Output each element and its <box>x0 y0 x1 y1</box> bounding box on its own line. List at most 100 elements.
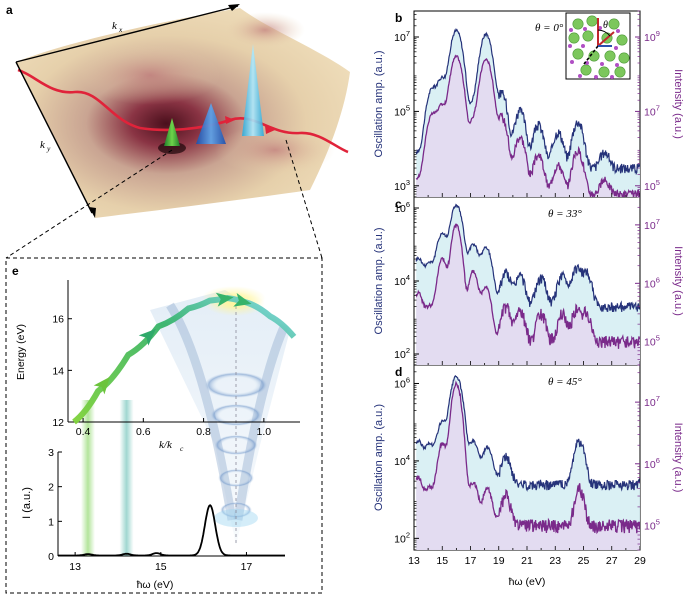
surface-bump <box>225 12 305 48</box>
x-tick-label: 15 <box>436 555 448 567</box>
k-tick-label: 0.8 <box>196 426 211 438</box>
amplitude-axis-label-d: Oscillation amp. (a.u.) <box>373 404 385 511</box>
intensity-line-d <box>415 380 640 535</box>
inset-theta: θ <box>603 20 608 31</box>
panel-label-a: a <box>6 3 13 17</box>
lattice-atom-small <box>594 75 598 79</box>
intensity-tick-label: 1 <box>48 516 54 528</box>
cyan-wavepacket-cone <box>242 44 264 136</box>
left-tick-label-c: 102 <box>394 346 410 361</box>
lattice-atom-large <box>568 32 580 44</box>
lattice-atom-small <box>614 46 618 50</box>
right-tick-exponent-b: 7 <box>656 103 660 112</box>
amplitude-line-c <box>415 203 640 313</box>
intensity-axis-label-d: Intensity (a.u.) <box>672 423 684 493</box>
lattice-atom-large <box>572 18 584 30</box>
dispersion-arrow <box>93 376 110 395</box>
amplitude-axis-label-b: Oscillation amp. (a.u.) <box>373 51 385 158</box>
lattice-atom-small <box>583 27 587 31</box>
amplitude-line-b <box>415 27 640 176</box>
left-tick-label-c: 104 <box>394 273 410 288</box>
right-tick-label-c: 105 <box>644 334 660 349</box>
right-tick-exponent-d: 5 <box>656 517 660 526</box>
lattice-atom-large <box>616 34 628 46</box>
photon-tick-label: 17 <box>241 561 253 573</box>
lattice-atom-small <box>616 29 620 33</box>
energy-tick-label: 12 <box>52 417 64 429</box>
k-axis-label: k/k c <box>159 439 184 453</box>
lattice-atom-large <box>604 50 616 62</box>
dispersion-arrow <box>215 292 234 307</box>
left-tick-exponent-b: 5 <box>406 103 410 112</box>
panel-label-b: b <box>395 11 402 25</box>
lattice-atom-small <box>610 75 614 79</box>
right-tick-label-d: 105 <box>644 517 660 532</box>
electron-trajectory <box>17 68 349 154</box>
spectrum-d <box>415 375 640 550</box>
left-tick-label-b: 103 <box>394 178 410 193</box>
ky-axis: k y <box>15 61 96 218</box>
k-tick-label: 0.4 <box>76 426 91 438</box>
energy-tick-label: 16 <box>52 314 64 326</box>
left-tick-exponent-d: 2 <box>406 530 410 539</box>
lattice-atom-large <box>580 64 592 76</box>
photon-energy-label: ħω (eV) <box>509 576 546 588</box>
left-tick-exponent-b: 3 <box>406 178 410 187</box>
x-tick-label: 17 <box>465 555 477 567</box>
angle-annotation-c: θ = 33° <box>548 208 582 220</box>
panel-a: a k x k y <box>5 3 350 259</box>
kx-axis: k x <box>15 4 240 63</box>
lattice-atom-small <box>581 44 585 48</box>
x-tick-label: 27 <box>606 555 618 567</box>
x-tick-label: 25 <box>578 555 590 567</box>
ky-label: k <box>40 139 46 151</box>
lattice-atom-large <box>582 30 594 42</box>
crystal-lattice-inset: θ <box>565 12 631 80</box>
x-tick-label: 19 <box>493 555 505 567</box>
k-tick-label: 0.6 <box>136 426 151 438</box>
zoom-box <box>5 257 323 594</box>
x-tick-label: 13 <box>408 555 420 567</box>
intensity-spectrum <box>58 504 285 557</box>
left-tick-exponent-c: 4 <box>406 273 410 282</box>
blue-wavepacket-cone <box>196 103 226 144</box>
lattice-atom-large <box>572 48 584 60</box>
surface-bump <box>80 45 220 105</box>
potential-surface <box>16 8 350 218</box>
spectrum-b <box>415 27 640 197</box>
shared-x-axis: 13 15 17 19 21 23 25 27 29 <box>408 555 646 567</box>
left-tick-label-d: 104 <box>394 453 410 468</box>
lattice-atom-large <box>598 66 610 78</box>
lattice-atom-small <box>569 28 573 32</box>
inset-axis-dashed <box>583 45 599 65</box>
angle-annotation-d: θ = 45° <box>548 376 582 388</box>
zoom-line-left <box>5 149 173 259</box>
inset-axis-red <box>597 31 615 47</box>
theta-arc <box>597 29 611 37</box>
lattice-atom-small <box>578 74 582 78</box>
k-tick-label: 1.0 <box>257 426 272 438</box>
intensity-axis-label-c: Intensity (a.u.) <box>672 246 684 316</box>
left-tick-label-c: 106 <box>394 200 410 215</box>
lattice-atom-small <box>615 63 619 67</box>
left-tick-exponent-c: 2 <box>406 346 410 355</box>
dispersion-arrow <box>138 328 156 346</box>
interference-pattern <box>150 290 290 545</box>
glow-column <box>80 400 95 556</box>
lattice-atom-large <box>614 66 626 78</box>
dispersion-arrow <box>233 293 252 307</box>
surface-bump <box>215 125 335 175</box>
lattice-atom-small <box>600 62 604 66</box>
panel-label-c: c <box>395 197 402 211</box>
intensity-axis-label-b: Intensity (a.u.) <box>672 69 684 139</box>
energy-tick-label: 14 <box>52 365 64 377</box>
lattice-atom-small <box>585 61 589 65</box>
spectra-panels: b c d θ 103 105 107 105 107 109 Oscillation am… <box>373 10 684 588</box>
intensity-fill-d <box>416 382 640 550</box>
kx-label: k <box>112 20 118 32</box>
kkc-sub: c <box>180 444 184 453</box>
photon-tick-label: 13 <box>69 561 81 573</box>
right-tick-label-d: 107 <box>644 394 660 409</box>
glow-column <box>119 400 134 556</box>
